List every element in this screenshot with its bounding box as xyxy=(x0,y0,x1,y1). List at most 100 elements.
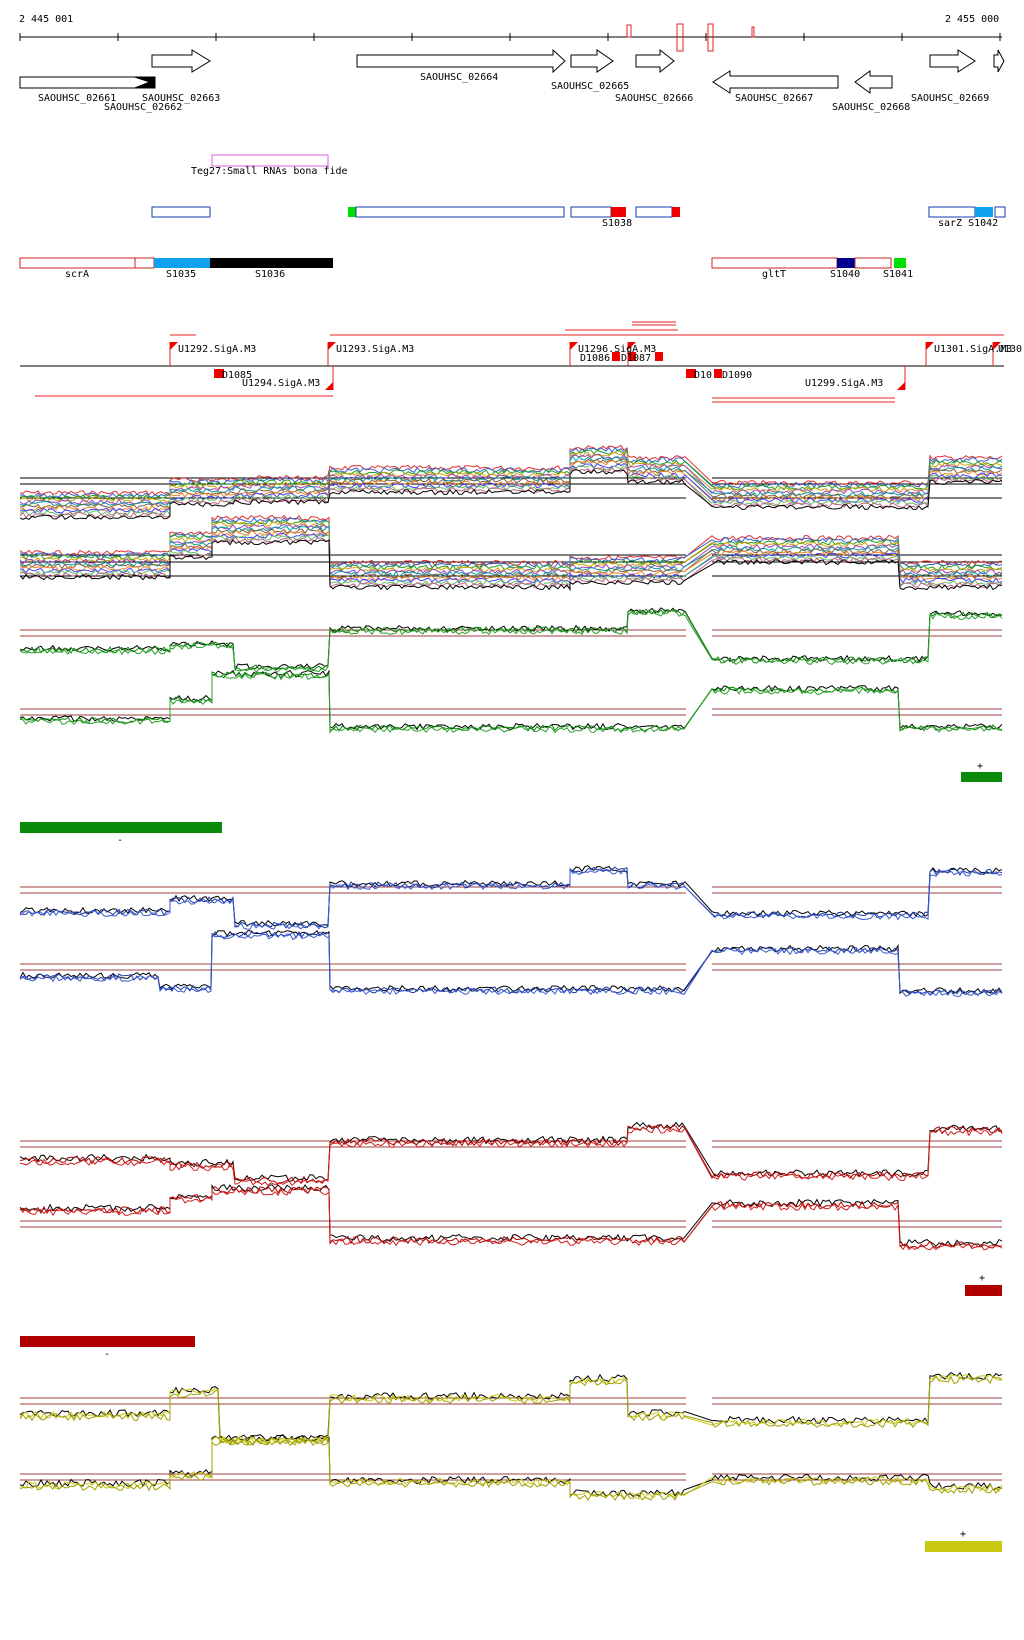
terminator-box[interactable] xyxy=(686,369,696,378)
expression-trace xyxy=(19,449,1003,501)
strand-bar-red-plus[interactable] xyxy=(965,1285,1002,1296)
strand-mark: - xyxy=(117,835,123,846)
promoter-label: U1299.SigA.M3 xyxy=(805,378,883,389)
ruler-feature[interactable] xyxy=(707,23,714,52)
gene-label: SAOUHSC_02661 xyxy=(38,93,116,104)
segment-box[interactable] xyxy=(894,258,906,268)
gene-label: SAOUHSC_02664 xyxy=(420,72,498,83)
promoter-label: U1293.SigA.M3 xyxy=(336,344,414,355)
expression-trace xyxy=(19,521,1003,573)
expression-trace xyxy=(19,514,1003,567)
expression-panels xyxy=(19,444,1003,1502)
gene-arrow-02663[interactable] xyxy=(151,49,211,73)
expression-trace xyxy=(19,1126,1003,1187)
expression-trace xyxy=(19,516,1003,569)
promoter-label: U1292.SigA.M3 xyxy=(178,344,256,355)
expression-trace xyxy=(19,1375,1003,1447)
small-rna-box[interactable] xyxy=(211,154,329,167)
green-expression-panel xyxy=(19,607,1003,735)
promoter-label: D1085 xyxy=(222,370,252,381)
expression-trace xyxy=(19,458,1003,510)
gene-arrow-edge[interactable] xyxy=(993,49,1005,73)
ruler-feature[interactable] xyxy=(751,26,755,38)
end-coordinate: 2 455 000 xyxy=(945,14,1000,25)
segment-box[interactable] xyxy=(854,257,892,269)
terminator-box[interactable] xyxy=(655,352,663,361)
segment-box[interactable] xyxy=(975,207,993,217)
expression-trace xyxy=(19,453,1003,505)
promoter-track: U1292.SigA.M3 U1293.SigA.M3 U1296.SigA.M… xyxy=(20,321,1022,403)
gene-arrow-02667[interactable] xyxy=(712,70,839,94)
segment-box[interactable] xyxy=(837,258,855,268)
ruler-feature[interactable] xyxy=(676,23,684,52)
strand-bar-red-minus[interactable] xyxy=(20,1336,195,1347)
gene-label: SAOUHSC_02669 xyxy=(911,93,989,104)
segment-box[interactable] xyxy=(151,206,211,218)
segment-box[interactable] xyxy=(611,207,626,217)
promoter-label: U130 xyxy=(998,344,1022,355)
promoter-flag[interactable] xyxy=(325,382,333,390)
promoter-flag[interactable] xyxy=(628,342,636,350)
segment-box[interactable] xyxy=(210,258,333,268)
expression-trace xyxy=(19,468,1003,521)
promoter-label: D10 xyxy=(694,370,712,381)
segment-box[interactable] xyxy=(928,206,976,218)
expression-trace xyxy=(19,455,1003,507)
red-expression-panel xyxy=(19,1121,1003,1251)
expression-trace xyxy=(19,532,1003,584)
expression-trace xyxy=(19,607,1003,672)
gene-arrow-02664[interactable] xyxy=(356,48,566,74)
expression-trace xyxy=(19,534,1003,586)
strand-bar-green-minus[interactable] xyxy=(20,822,222,833)
segment-box[interactable] xyxy=(994,206,1006,218)
yellow-expression-panel xyxy=(19,1371,1003,1502)
segment-label: S1041 xyxy=(883,269,913,280)
segment-box[interactable] xyxy=(570,206,612,218)
expression-trace xyxy=(19,466,1003,519)
segment-box[interactable] xyxy=(348,207,356,217)
gene-arrow-02669[interactable] xyxy=(929,49,976,73)
strand-mark: + xyxy=(977,761,983,772)
segment-label: sarZ S1042 xyxy=(938,218,998,229)
expression-trace xyxy=(19,1371,1003,1443)
promoter-flag[interactable] xyxy=(897,382,905,390)
promoter-label: U1301.SigA.M3 xyxy=(934,344,1012,355)
promoter-flag[interactable] xyxy=(328,342,336,350)
expression-trace xyxy=(19,1184,1003,1248)
gene-arrow-02668[interactable] xyxy=(854,70,893,94)
blue-expression-panel xyxy=(19,865,1003,997)
segment-box[interactable] xyxy=(355,206,565,218)
expression-trace xyxy=(19,527,1003,580)
terminator-box[interactable] xyxy=(214,369,224,378)
segment-box[interactable] xyxy=(635,206,673,218)
expression-trace xyxy=(19,932,1003,997)
promoter-flag[interactable] xyxy=(570,342,578,350)
strand-mark: - xyxy=(104,1349,110,1360)
strand-bar-green-plus[interactable] xyxy=(961,772,1002,782)
expression-trace xyxy=(19,609,1003,674)
terminator-box[interactable] xyxy=(612,352,620,361)
ruler-feature[interactable] xyxy=(626,24,632,38)
promoter-flag[interactable] xyxy=(993,342,1001,350)
segment-box[interactable] xyxy=(154,258,210,268)
terminator-box[interactable] xyxy=(628,352,636,361)
expression-trace xyxy=(19,671,1003,732)
segment-box[interactable] xyxy=(711,257,838,269)
gene-label: SAOUHSC_02663 xyxy=(142,93,220,104)
gene-arrow-02662[interactable] xyxy=(134,76,156,89)
segment-label: scrA xyxy=(65,269,89,280)
gene-arrow-02661[interactable] xyxy=(19,76,152,89)
strand-bar-yellow-plus[interactable] xyxy=(925,1541,1002,1552)
promoter-flag[interactable] xyxy=(170,342,178,350)
gene-arrow-02665[interactable] xyxy=(570,49,614,73)
segment-box[interactable] xyxy=(134,257,155,269)
start-coordinate: 2 445 001 xyxy=(19,14,74,25)
expression-trace xyxy=(19,930,1003,995)
expression-trace xyxy=(19,1188,1003,1251)
terminator-box[interactable] xyxy=(714,369,722,378)
segment-box[interactable] xyxy=(672,207,680,217)
expression-trace xyxy=(19,460,1003,512)
gene-arrow-02666[interactable] xyxy=(635,48,675,74)
segment-box[interactable] xyxy=(19,257,136,269)
promoter-flag[interactable] xyxy=(926,342,934,350)
